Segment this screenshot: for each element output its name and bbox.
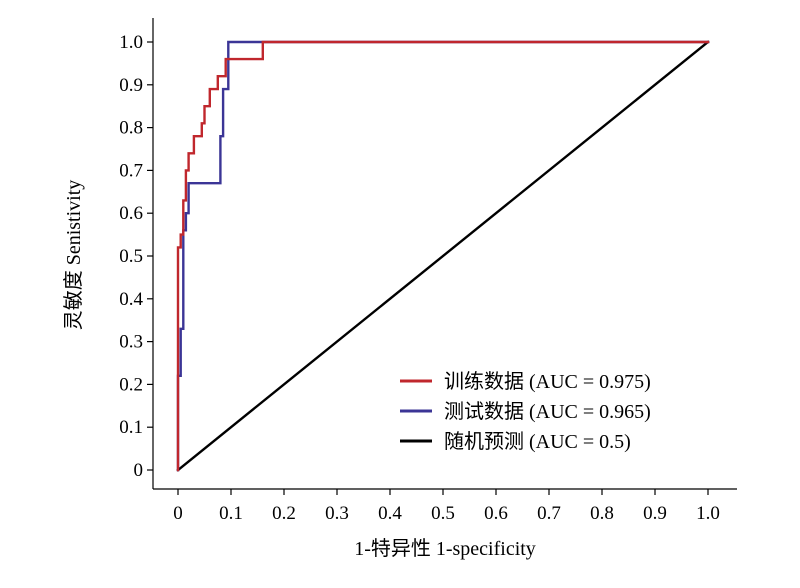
- x-ticks: 0 0.1 0.2 0.3 0.4 0.5 0.6 0.7 0.8 0.9 1.0: [173, 489, 720, 524]
- test-roc-line: [176, 40, 710, 472]
- legend: 训练数据 (AUC = 0.975) 测试数据 (AUC = 0.965) 随机预测…: [400, 370, 651, 453]
- x-tick-label: 0.7: [537, 503, 561, 524]
- y-tick-label: 0.7: [119, 160, 143, 181]
- train-roc-line: [176, 40, 710, 472]
- x-tick-label: 0.4: [378, 503, 402, 524]
- x-tick-label: 0.9: [643, 503, 667, 524]
- legend-item-test: 测试数据 (AUC = 0.965): [400, 400, 651, 423]
- x-tick-label: 1.0: [696, 503, 720, 524]
- x-tick-label: 0.6: [484, 503, 508, 524]
- legend-label: 随机预测 (AUC = 0.5): [444, 430, 631, 453]
- axes: [152, 18, 737, 490]
- x-axis-title: 1-特异性 1-specificity: [354, 537, 536, 560]
- y-tick-label: 0.6: [119, 203, 143, 224]
- y-tick-label: 0.5: [119, 246, 143, 267]
- y-tick-label: 0.4: [119, 289, 143, 310]
- y-tick-label: 0.2: [119, 374, 143, 395]
- y-ticks: 0 0.1 0.2 0.3 0.4 0.5 0.6 0.7 0.8 0.9 1.0: [119, 32, 153, 481]
- y-axis-title: 灵敏度 Senistivity: [62, 180, 85, 331]
- y-tick-label: 0: [134, 460, 144, 481]
- y-tick-label: 0.1: [119, 417, 143, 438]
- y-tick-label: 0.9: [119, 75, 143, 96]
- legend-label: 测试数据 (AUC = 0.965): [444, 400, 651, 423]
- legend-label: 训练数据 (AUC = 0.975): [444, 370, 651, 393]
- x-tick-label: 0.8: [590, 503, 614, 524]
- y-tick-label: 0.3: [119, 332, 143, 353]
- y-tick-label: 1.0: [119, 32, 143, 53]
- x-tick-label: 0.5: [431, 503, 455, 524]
- y-tick-label: 0.8: [119, 118, 143, 139]
- legend-item-random: 随机预测 (AUC = 0.5): [400, 430, 631, 453]
- plot-area: [176, 40, 710, 472]
- x-tick-label: 0.1: [219, 503, 243, 524]
- x-tick-label: 0.3: [325, 503, 349, 524]
- legend-item-train: 训练数据 (AUC = 0.975): [400, 370, 651, 393]
- x-tick-label: 0: [173, 503, 183, 524]
- x-tick-label: 0.2: [272, 503, 296, 524]
- random-line: [176, 40, 710, 472]
